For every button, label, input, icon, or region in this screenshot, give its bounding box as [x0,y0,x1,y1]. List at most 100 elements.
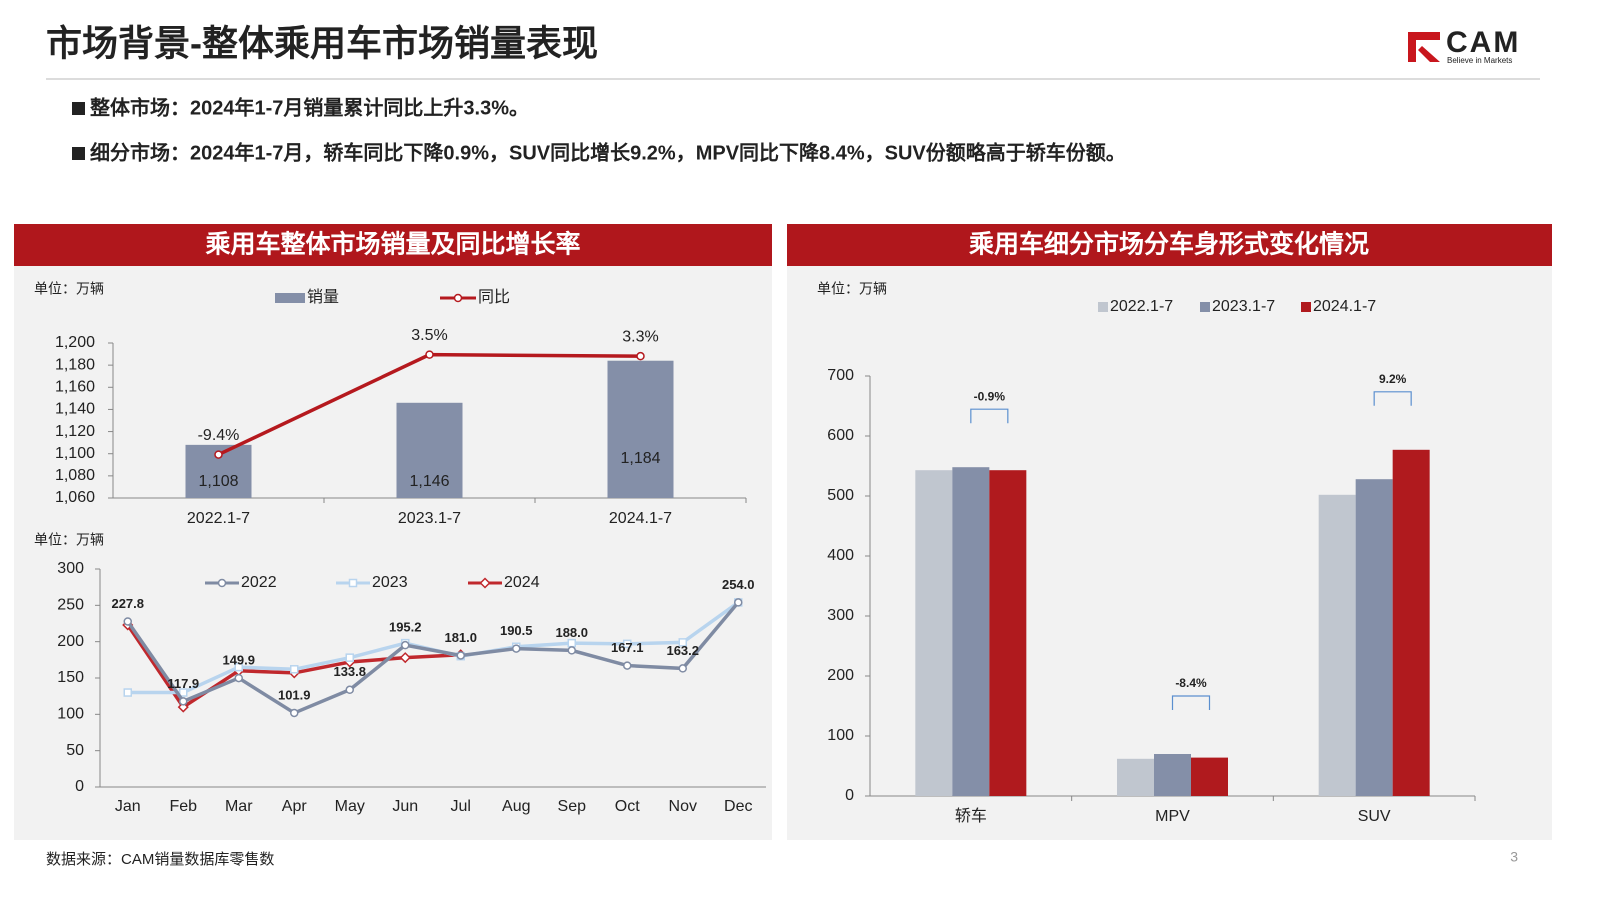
data-label: 101.9 [278,687,311,702]
legend-label: 销量 [307,288,339,306]
data-label: -9.4% [198,427,240,444]
x-tick-label: May [335,798,365,815]
y-tick-label: 700 [827,367,854,384]
data-label: 188.0 [555,625,588,640]
yoy-bracket [1171,695,1211,710]
y-tick-label: 600 [827,427,854,444]
bar [952,467,990,796]
slide-title: 市场背景-整体乘用车市场销量表现 [46,23,598,64]
y-tick-label: 200 [57,633,84,650]
bar [1117,758,1154,796]
point [345,653,354,662]
panel [14,224,772,840]
x-tick-label: Jul [451,798,471,815]
y-tick-label: 0 [845,787,854,804]
panel-title: 乘用车细分市场分车身形式变化情况 [969,230,1369,259]
yoy-label: -0.9% [974,389,1006,403]
point [399,652,411,664]
bar [396,402,463,498]
point [234,673,243,683]
data-label: 133.8 [333,664,366,679]
y-tick-label: 100 [827,727,854,744]
bar [1191,757,1228,796]
x-tick-label: 2024.1-7 [609,510,672,527]
point [623,661,632,670]
point [425,350,434,359]
y-tick-label: 300 [827,607,854,624]
x-tick-label: Mar [225,798,253,815]
point [512,644,521,653]
point [636,351,645,361]
bullet-marker [72,102,85,115]
legend-swatch [275,293,305,303]
x-tick-label: Aug [502,798,530,815]
point [179,697,188,706]
legend-label: 2023.1-7 [1212,298,1275,315]
y-tick-label: 1,080 [55,467,95,484]
yoy-label: -8.4% [1175,676,1207,690]
point [734,598,743,607]
data-label: 254.0 [722,577,755,592]
data-label: 149.9 [222,653,255,668]
legend-label: 2024 [504,574,540,591]
y-tick-label: 1,200 [55,334,95,351]
unit-label: 单位：万辆 [34,281,104,297]
x-tick-label: 2022.1-7 [187,510,250,527]
data-label: 227.8 [111,596,144,611]
point [678,638,687,647]
point [456,651,465,660]
x-tick-label: SUV [1358,808,1391,825]
y-tick-label: 1,160 [55,379,95,396]
x-tick-label: MPV [1155,808,1190,825]
y-tick-label: 400 [827,547,854,564]
point [345,685,354,695]
data-label: 167.1 [611,640,644,655]
x-tick-label: Dec [724,798,752,815]
panel [787,224,1552,840]
logo-text: CAM [1446,26,1520,59]
point [567,638,576,648]
data-label: 181.0 [444,630,477,645]
unit-label: 单位：万辆 [34,532,104,548]
point [453,293,463,303]
y-tick-label: 250 [57,597,84,614]
point [479,577,491,589]
data-label: 3.3% [622,328,658,345]
panel-header [14,224,772,266]
legend-swatch [1200,302,1210,312]
panel-header [787,224,1552,266]
point [179,688,188,697]
data-label: 3.5% [411,327,447,344]
panel-title: 乘用车整体市场销量及同比增长率 [205,230,580,259]
page-number: 3 [1510,849,1518,865]
x-tick-label: 轿车 [955,807,987,825]
x-tick-label: Apr [282,798,308,815]
legend-label: 2022 [241,574,277,591]
point [401,640,410,650]
legend-swatch [1301,302,1311,312]
y-tick-label: 150 [57,669,84,686]
unit-label: 单位：万辆 [817,281,887,297]
data-label: 163.2 [666,643,699,658]
data-label: 195.2 [389,620,422,635]
point [348,578,358,588]
legend-label: 同比 [478,288,510,306]
y-tick-label: 1,120 [55,423,95,440]
bar [1392,449,1430,796]
bar [607,360,674,498]
data-label: 117.9 [167,676,199,691]
y-tick-label: 1,060 [55,489,95,506]
bullet: 细分市场：2024年1-7月，轿车同比下降0.9%，SUV同比增长9.2%，MP… [90,140,1126,164]
y-tick-label: 300 [57,560,84,577]
x-tick-label: Jan [115,798,141,815]
point [678,664,687,673]
legend-label: 2022.1-7 [1110,298,1173,315]
x-tick-label: 2023.1-7 [398,510,461,527]
bar [1154,754,1191,796]
source-note: 数据来源：CAM销量数据库零售数 [46,851,274,868]
point [214,450,223,459]
y-tick-label: 0 [75,778,84,795]
x-tick-label: Oct [615,798,640,815]
y-tick-label: 500 [827,487,854,504]
